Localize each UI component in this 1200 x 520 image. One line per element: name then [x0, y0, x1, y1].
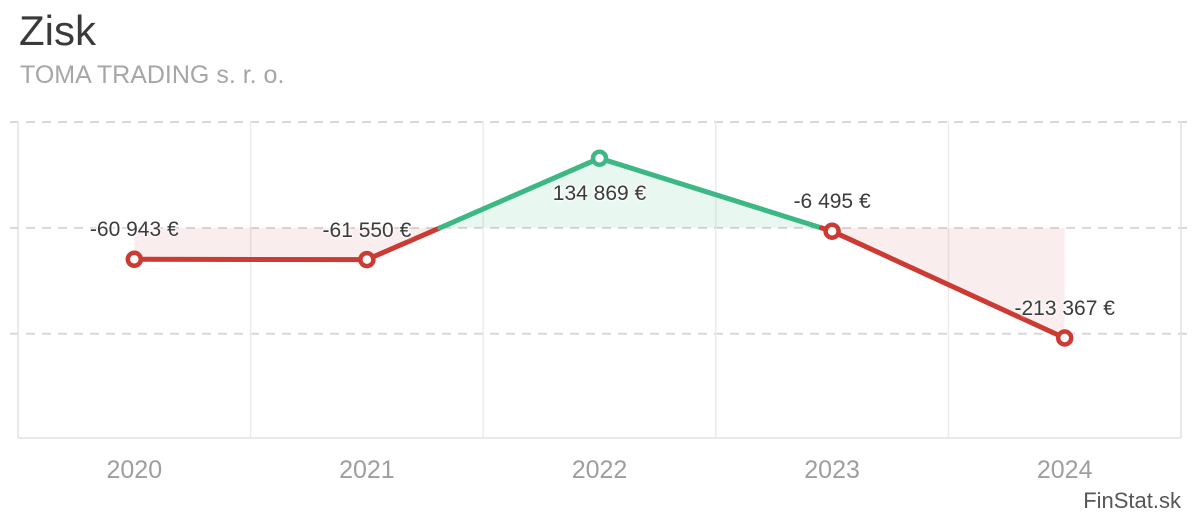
data-point-label-2020: -60 943 € — [89, 218, 179, 242]
data-point-label-2021: -61 550 € — [322, 218, 412, 242]
x-axis-tick-2022: 2022 — [571, 456, 628, 484]
company-subtitle: TOMA TRADING s. r. o. — [20, 61, 285, 89]
data-point-2022[interactable] — [590, 149, 609, 167]
data-point-label-2024: -213 367 € — [1014, 297, 1115, 321]
data-point-label-2023: -6 495 € — [793, 190, 871, 214]
x-axis-tick-2021: 2021 — [339, 456, 395, 484]
x-axis-tick-2020: 2020 — [106, 456, 163, 484]
finstat-watermark[interactable]: FinStat.sk — [1083, 488, 1181, 513]
data-point-2023[interactable] — [823, 222, 841, 240]
profit-area-fill — [439, 158, 822, 228]
x-axis-tick-2023: 2023 — [804, 456, 860, 484]
data-point-markers — [125, 149, 1074, 347]
data-point-label-2022: 134 869 € — [552, 182, 647, 206]
loss-area-fill — [821, 227, 1065, 338]
gridlines — [10, 121, 1189, 439]
data-point-2021[interactable] — [358, 250, 376, 269]
data-point-2024[interactable] — [1055, 329, 1074, 347]
page-title: Zisk — [19, 7, 96, 54]
x-axis-tick-2024: 2024 — [1036, 456, 1093, 484]
data-point-2020[interactable] — [125, 250, 144, 269]
